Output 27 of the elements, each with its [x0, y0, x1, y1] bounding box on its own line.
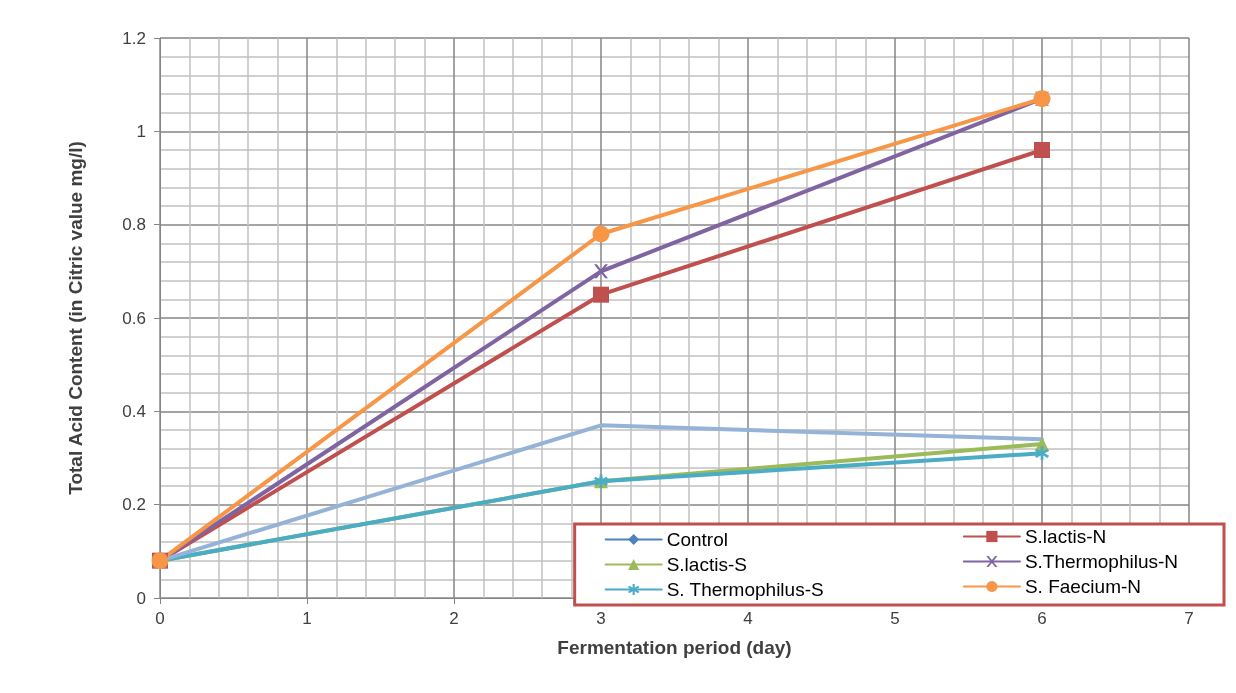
y-tick-label: 0 — [136, 588, 146, 608]
legend-label: S. Thermophilus-S — [666, 579, 824, 600]
x-tick-label: 0 — [155, 609, 165, 628]
x-axis-title: Fermentation period (day) — [557, 637, 792, 658]
x-tick-label: 6 — [1037, 609, 1047, 628]
y-tick-label: 1 — [136, 121, 146, 141]
x-tick-label: 7 — [1184, 609, 1194, 628]
x-tick-label: 2 — [449, 609, 459, 628]
x-tick-label: 3 — [596, 609, 606, 628]
point — [593, 286, 609, 303]
y-tick-label: 0.8 — [122, 215, 146, 235]
y-tick-label: 0.4 — [122, 401, 146, 421]
legend-label: S.Thermophilus-N — [1024, 551, 1179, 572]
legend-label: S.lactis-S — [666, 554, 747, 575]
legend-label: S.lactis-N — [1024, 526, 1107, 547]
y-tick-label: 1.2 — [122, 28, 146, 48]
x-tick-label: 5 — [890, 609, 900, 628]
x-tick-label: 1 — [302, 609, 312, 628]
point — [592, 225, 610, 243]
point — [1034, 142, 1050, 158]
legend-label: S. Faecium-N — [1024, 576, 1142, 597]
x-tick-label: 4 — [743, 609, 753, 628]
y-tick-label: 0.6 — [122, 308, 146, 328]
y-axis-title: Total Acid Content (in Citric value mg/l) — [65, 141, 86, 495]
point — [594, 264, 608, 279]
legend-label: Control — [666, 529, 728, 550]
y-tick-label: 0.2 — [122, 495, 146, 515]
